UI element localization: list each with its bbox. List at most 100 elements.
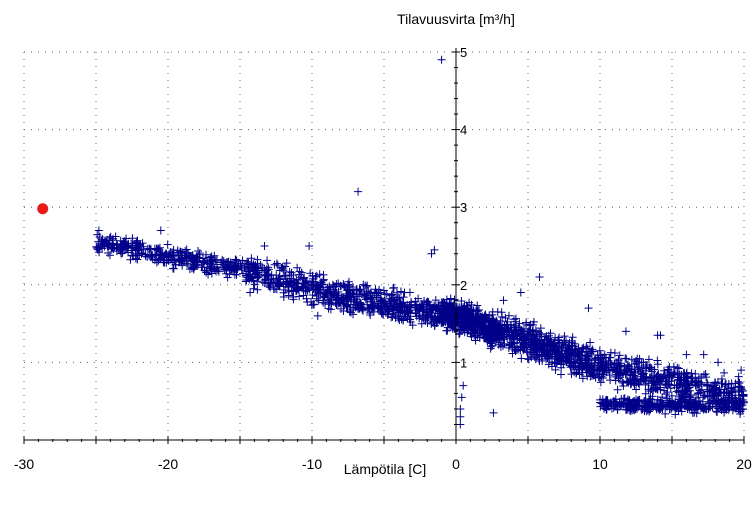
data-point <box>437 55 446 64</box>
data-point <box>517 354 526 363</box>
data-point <box>329 290 338 299</box>
data-point <box>537 352 546 361</box>
data-point <box>174 254 183 263</box>
data-point <box>469 325 478 334</box>
data-point <box>251 269 260 278</box>
data-point <box>556 370 565 379</box>
data-point <box>705 387 714 396</box>
data-point <box>683 404 692 413</box>
data-point <box>382 302 391 311</box>
data-point <box>642 362 651 371</box>
data-point <box>566 345 575 354</box>
data-point <box>481 310 490 319</box>
data-point <box>392 288 401 297</box>
data-point <box>645 373 654 382</box>
data-point <box>272 271 281 280</box>
data-point <box>406 318 415 327</box>
data-point <box>403 309 412 318</box>
data-point <box>260 242 269 250</box>
data-point <box>308 274 317 283</box>
data-point <box>727 396 736 405</box>
data-point <box>614 355 623 364</box>
data-point <box>572 369 581 378</box>
data-point <box>427 249 436 258</box>
data-point <box>420 307 429 316</box>
data-point <box>633 396 642 405</box>
data-point <box>495 332 504 341</box>
data-point <box>546 340 555 349</box>
data-point <box>609 397 618 406</box>
data-point <box>674 364 683 373</box>
data-point <box>567 370 576 379</box>
data-point <box>243 259 252 268</box>
data-point <box>190 263 199 272</box>
data-point <box>303 286 312 295</box>
data-point <box>645 407 654 416</box>
data-point <box>496 317 505 326</box>
data-point <box>243 257 252 266</box>
data-point <box>555 339 564 348</box>
data-point <box>544 360 553 369</box>
data-point <box>287 271 296 280</box>
data-point <box>357 290 366 299</box>
data-point <box>410 301 419 310</box>
data-point <box>586 369 595 378</box>
data-point <box>700 404 709 413</box>
data-point <box>578 364 587 373</box>
data-point <box>473 301 482 310</box>
data-point <box>572 346 581 355</box>
data-point <box>212 255 221 264</box>
data-point <box>459 381 468 390</box>
data-point <box>596 402 605 411</box>
data-point <box>546 347 555 356</box>
data-point <box>699 391 708 400</box>
data-point <box>613 385 622 394</box>
data-point <box>712 383 721 392</box>
data-point <box>615 351 624 360</box>
y-tick-label: 1 <box>460 355 467 370</box>
data-point <box>324 295 333 304</box>
data-point <box>411 308 420 317</box>
data-point <box>188 253 197 262</box>
data-point <box>597 372 606 381</box>
data-point <box>656 396 665 405</box>
data-point <box>676 380 685 389</box>
data-point <box>397 301 406 310</box>
data-point <box>429 303 438 312</box>
data-point <box>143 244 152 253</box>
data-point <box>260 265 269 274</box>
data-point <box>317 278 326 287</box>
data-point <box>315 285 324 294</box>
data-point <box>734 405 743 414</box>
data-point <box>98 244 107 253</box>
data-point <box>459 318 468 327</box>
data-point <box>692 381 701 390</box>
data-point <box>509 315 518 324</box>
highlight-points <box>37 203 49 215</box>
data-points <box>92 55 748 429</box>
data-point <box>246 273 255 282</box>
x-tick-label: -10 <box>302 456 322 472</box>
data-point <box>371 285 380 294</box>
data-point <box>559 353 568 362</box>
data-point <box>602 405 611 414</box>
data-point <box>646 363 655 372</box>
data-point <box>489 408 498 417</box>
data-point <box>407 298 416 307</box>
data-point <box>508 349 517 358</box>
data-point <box>496 328 505 337</box>
data-point <box>687 399 696 408</box>
data-point <box>471 336 480 345</box>
data-point <box>665 380 674 389</box>
data-point <box>520 344 529 353</box>
data-point <box>343 301 352 310</box>
data-point <box>245 263 254 272</box>
data-point <box>646 405 655 414</box>
data-point <box>93 230 102 239</box>
data-point <box>379 297 388 306</box>
data-point <box>555 351 564 360</box>
data-point <box>597 358 606 367</box>
data-point <box>457 305 466 314</box>
data-point <box>712 399 721 408</box>
data-point <box>302 276 311 285</box>
